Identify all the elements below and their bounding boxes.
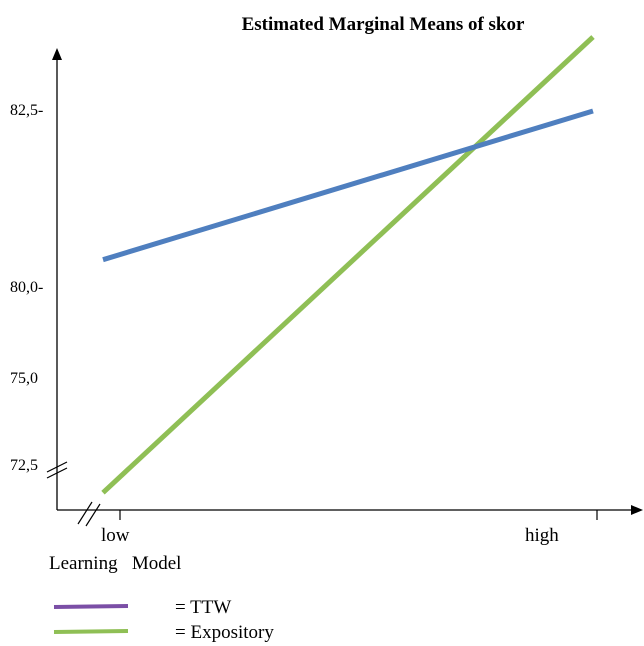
legend-swatch-ttw: [53, 604, 129, 609]
y-tick-label-80-0: 80,0-: [10, 279, 43, 296]
y-axis-break: [46, 461, 68, 479]
legend: = TTW = Expository: [53, 597, 274, 643]
y-axis-arrow: [52, 48, 62, 60]
legend-label-expository: = Expository: [175, 622, 274, 643]
x-tick-label-low: low: [101, 525, 130, 546]
x-axis-arrow: [631, 505, 643, 515]
x-axis-break: [77, 501, 101, 527]
x-tick-label-high: high: [525, 525, 559, 546]
y-tick-label-75-0: 75,0: [10, 370, 38, 387]
chart-title: Estimated Marginal Means of skor: [242, 14, 525, 35]
series-line-ttw: [102, 108, 594, 263]
series-layer: [101, 35, 595, 495]
y-tick-label-82-5: 82,5-: [10, 102, 43, 119]
x-axis-label: Learning Model: [49, 553, 181, 574]
series-line-expository: [101, 35, 595, 495]
legend-label-ttw: = TTW: [175, 597, 231, 618]
legend-swatch-expository: [53, 629, 129, 634]
y-tick-label-72-5: 72,5: [10, 457, 38, 474]
